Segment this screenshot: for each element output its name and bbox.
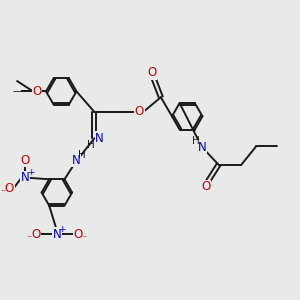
Text: ⁻: ⁻ (82, 235, 87, 244)
Text: N: N (197, 141, 206, 154)
Text: O: O (32, 85, 42, 98)
Text: O: O (135, 105, 144, 119)
Text: O: O (73, 228, 83, 241)
Text: —: — (12, 86, 22, 96)
Text: ⁻: ⁻ (0, 188, 5, 198)
Text: O: O (202, 180, 211, 194)
Text: N: N (71, 154, 80, 167)
Text: N: N (52, 228, 61, 241)
Text: O: O (31, 228, 40, 241)
Text: O: O (32, 85, 42, 98)
Text: O: O (5, 182, 14, 195)
Text: H: H (79, 150, 86, 160)
Text: N: N (95, 132, 104, 145)
Text: O: O (21, 154, 30, 167)
Text: H: H (191, 136, 199, 146)
Text: O: O (147, 67, 157, 80)
Text: +: + (27, 168, 34, 177)
Text: ⁻: ⁻ (27, 235, 32, 244)
Text: H: H (87, 140, 95, 150)
Text: N: N (21, 171, 30, 184)
Text: +: + (58, 225, 66, 234)
